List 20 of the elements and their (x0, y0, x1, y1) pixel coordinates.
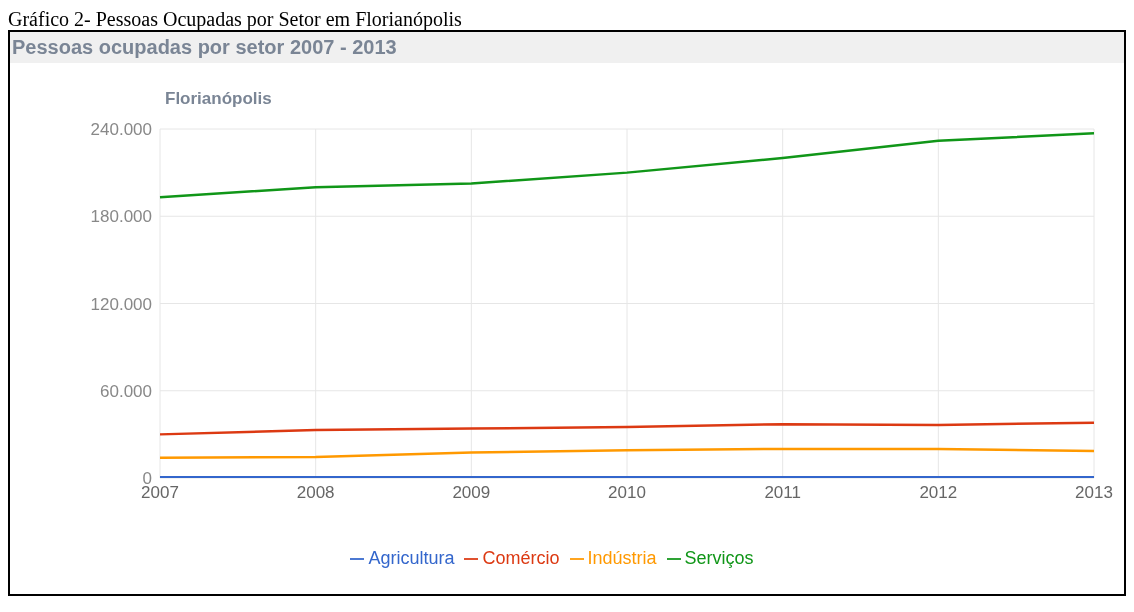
y-tick-label: 240.000 (90, 120, 152, 140)
legend-label: Indústria (587, 548, 657, 568)
chart-title: Pessoas ocupadas por setor 2007 - 2013 (10, 32, 1124, 63)
x-tick-label: 2013 (1075, 483, 1113, 503)
legend-label: Agricultura (368, 548, 455, 568)
line-series (158, 421, 1096, 436)
chart-subtitle: Florianópolis (165, 89, 273, 109)
line-series (158, 132, 1096, 199)
y-tick-label: 180.000 (90, 207, 152, 227)
x-tick-label: 2011 (764, 483, 801, 503)
y-tick-label: 120.000 (90, 294, 152, 314)
legend-label: Serviços (684, 548, 754, 568)
x-tick-label: 2010 (608, 483, 646, 503)
x-tick-label: 2012 (919, 483, 958, 503)
x-tick-label: 2008 (296, 483, 335, 503)
text: Gráfico 2- Pessoas Ocupadas por Setor em Florianópolis (8, 8, 463, 30)
line-series (158, 447, 1096, 459)
x-tick-label: 2009 (452, 483, 491, 503)
legend-label: Comércio (482, 548, 560, 568)
y-tick-label: 60.000 (100, 381, 152, 401)
